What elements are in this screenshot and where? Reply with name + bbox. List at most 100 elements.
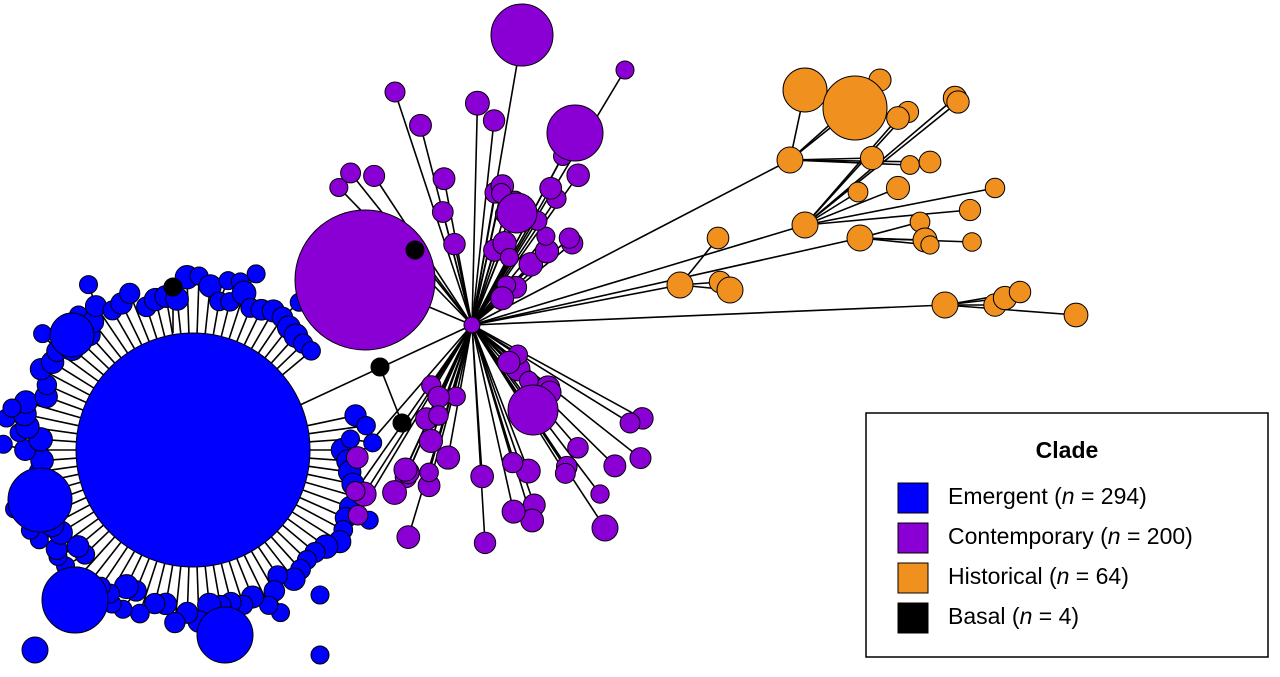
node bbox=[886, 106, 910, 130]
node bbox=[33, 324, 53, 344]
node bbox=[7, 467, 73, 533]
node bbox=[566, 163, 590, 188]
node bbox=[356, 415, 376, 436]
edge bbox=[471, 324, 631, 424]
node bbox=[435, 445, 461, 470]
edge bbox=[442, 211, 473, 326]
node bbox=[382, 480, 407, 505]
legend-label-part: = 4) bbox=[1032, 603, 1079, 629]
legend-label-part: n bbox=[1108, 523, 1121, 549]
node bbox=[776, 146, 804, 174]
node bbox=[164, 611, 186, 634]
node bbox=[130, 603, 150, 624]
node bbox=[310, 585, 330, 605]
node bbox=[246, 264, 266, 284]
legend-label-part: Historical ( bbox=[948, 563, 1057, 589]
edge bbox=[804, 209, 971, 226]
node bbox=[501, 499, 526, 524]
node bbox=[716, 276, 744, 304]
node bbox=[920, 235, 940, 255]
legend-label-part: n bbox=[1020, 603, 1033, 629]
node bbox=[431, 201, 454, 223]
node bbox=[984, 177, 1006, 199]
node bbox=[482, 109, 506, 132]
node bbox=[393, 457, 418, 482]
node bbox=[496, 192, 538, 234]
node bbox=[558, 227, 580, 249]
node bbox=[518, 252, 544, 277]
legend-label: Historical (n = 64) bbox=[948, 563, 1129, 589]
node bbox=[163, 277, 183, 297]
node bbox=[363, 164, 386, 187]
node bbox=[405, 240, 425, 260]
node bbox=[885, 175, 911, 201]
node bbox=[791, 211, 819, 239]
node bbox=[490, 286, 515, 311]
node bbox=[507, 384, 559, 436]
node bbox=[666, 271, 694, 299]
node bbox=[49, 312, 95, 358]
node bbox=[962, 232, 982, 252]
node bbox=[196, 606, 254, 664]
edge bbox=[804, 187, 996, 226]
node bbox=[1008, 280, 1032, 304]
legend-label-part: n bbox=[1062, 483, 1075, 509]
node bbox=[409, 113, 432, 137]
edge bbox=[471, 324, 515, 512]
node bbox=[603, 454, 627, 478]
node bbox=[546, 104, 604, 162]
node bbox=[347, 504, 369, 526]
edge bbox=[354, 324, 473, 492]
node bbox=[363, 433, 383, 453]
edge bbox=[471, 284, 681, 326]
legend-swatch bbox=[897, 482, 929, 514]
legend-label: Emergent (n = 294) bbox=[948, 483, 1147, 509]
node bbox=[443, 232, 466, 256]
legend-label-part: Contemporary ( bbox=[948, 523, 1108, 549]
node bbox=[900, 155, 920, 175]
edge bbox=[471, 324, 530, 472]
node bbox=[567, 436, 589, 459]
edge bbox=[471, 224, 806, 326]
node bbox=[619, 412, 641, 434]
edge bbox=[471, 324, 643, 420]
node bbox=[294, 209, 436, 351]
node bbox=[21, 636, 49, 664]
node bbox=[918, 150, 942, 174]
node bbox=[119, 282, 141, 304]
node bbox=[392, 413, 412, 433]
legend-label-part: = 64) bbox=[1069, 563, 1128, 589]
node bbox=[464, 90, 490, 116]
edge bbox=[471, 237, 861, 326]
legend-label-part: = 294) bbox=[1075, 483, 1147, 509]
node bbox=[629, 447, 652, 470]
node bbox=[370, 357, 390, 377]
node bbox=[1063, 302, 1089, 328]
node bbox=[418, 428, 443, 454]
node bbox=[490, 3, 554, 67]
legend-box bbox=[865, 412, 1269, 658]
edge bbox=[471, 304, 946, 326]
node bbox=[706, 226, 730, 250]
node bbox=[0, 434, 13, 454]
node bbox=[345, 481, 366, 502]
node bbox=[591, 514, 619, 542]
edge bbox=[437, 324, 473, 398]
edge bbox=[471, 220, 539, 326]
node bbox=[615, 60, 635, 80]
edge bbox=[471, 324, 486, 543]
node bbox=[590, 484, 610, 504]
edge bbox=[471, 120, 495, 326]
edge bbox=[357, 324, 473, 516]
node bbox=[859, 145, 885, 171]
node bbox=[419, 462, 439, 483]
node bbox=[847, 181, 869, 203]
node bbox=[396, 525, 421, 549]
node bbox=[554, 462, 576, 484]
node bbox=[384, 81, 406, 103]
edge bbox=[379, 366, 403, 424]
legend-swatch bbox=[897, 602, 929, 634]
node bbox=[499, 247, 519, 268]
legend-label-part: Emergent ( bbox=[948, 483, 1062, 509]
